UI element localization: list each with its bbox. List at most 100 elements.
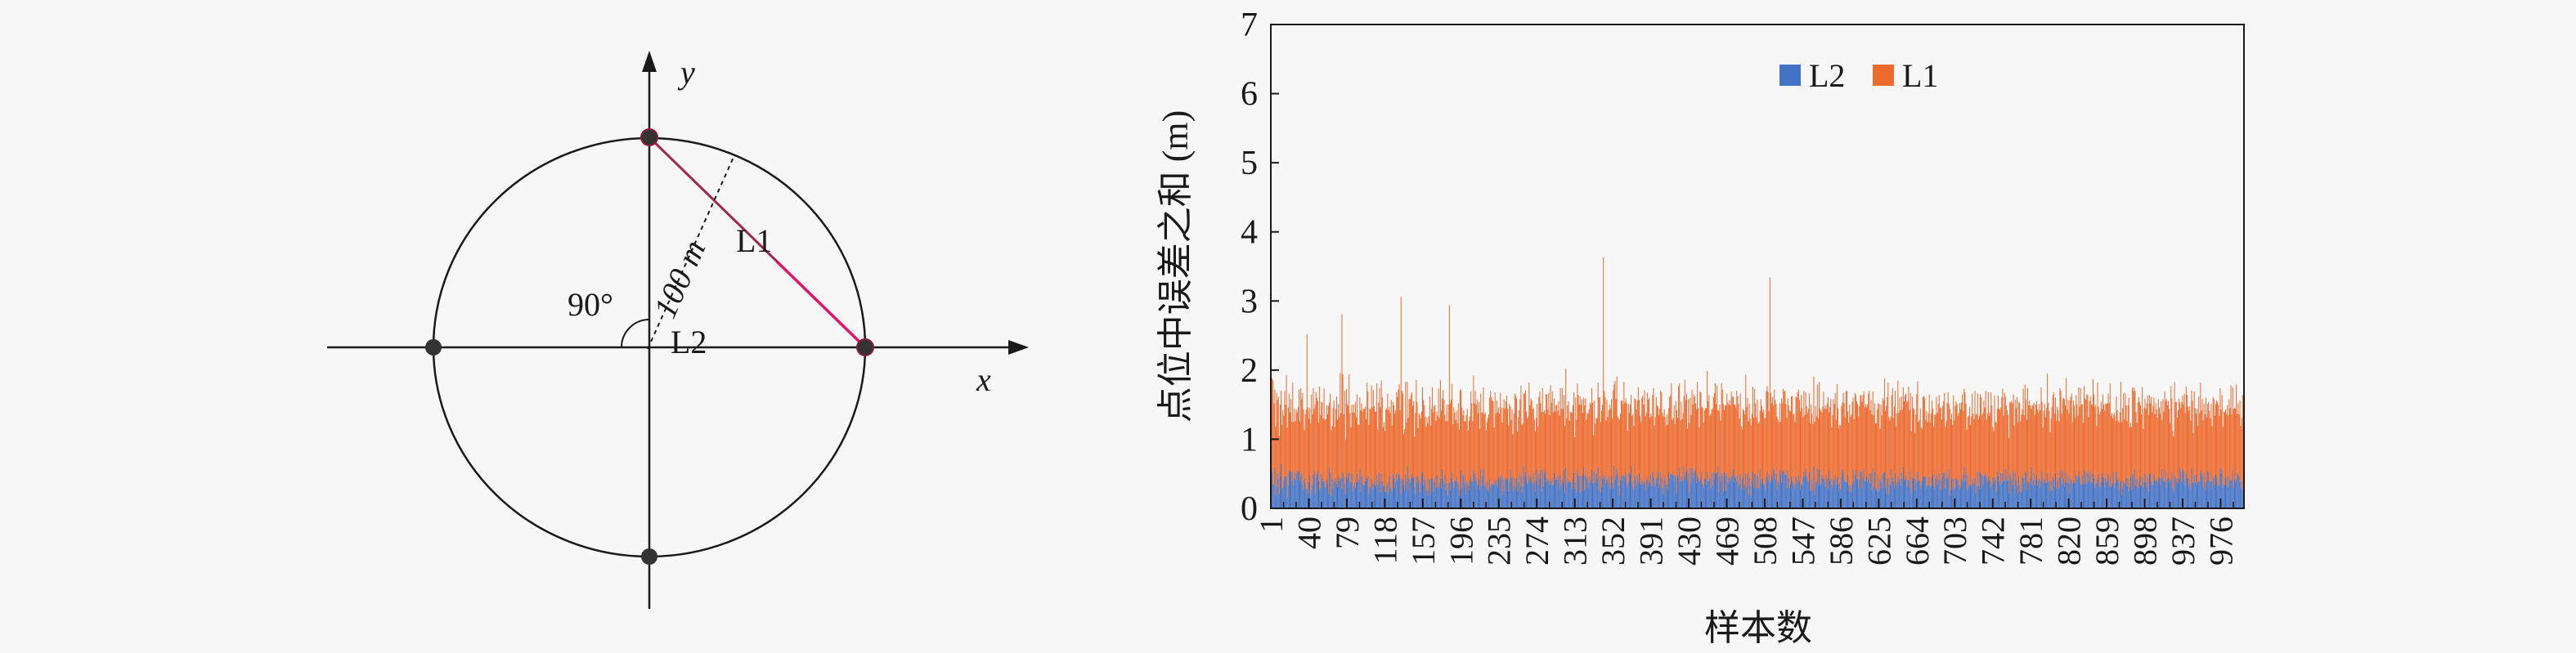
bar-l1 (2098, 414, 2100, 486)
bar-l1 (1754, 388, 1756, 475)
bar-l1 (2177, 409, 2179, 484)
bar-l2 (1738, 486, 1739, 508)
bar-l1 (1508, 425, 1510, 491)
bar-l2 (1567, 479, 1568, 508)
bar-l2 (1315, 476, 1317, 508)
bar-l2 (1789, 484, 1791, 508)
bar-l1 (1952, 424, 1954, 489)
bar-l2 (1528, 474, 1530, 508)
bar-l1 (1826, 403, 1828, 479)
bar-l2 (1569, 481, 1571, 508)
bar-l1 (1738, 404, 1739, 487)
bar-l1 (1308, 418, 1309, 482)
bar-l2 (2186, 477, 2188, 508)
bar-l1 (1519, 399, 1521, 487)
bar-l2 (1398, 474, 1400, 508)
bar-l2 (1347, 478, 1349, 508)
bar-l1 (1306, 333, 1308, 489)
bar-l1 (1293, 422, 1295, 485)
bar-l2 (2022, 477, 2024, 508)
bar-l1 (1372, 390, 1374, 490)
bar-l2 (1784, 475, 1786, 508)
bar-l1 (1351, 405, 1353, 474)
bar-l1 (1287, 407, 1289, 486)
bar-l2 (1373, 481, 1375, 508)
bar-l1 (1822, 406, 1824, 479)
bar-l1 (1624, 402, 1626, 477)
bar-l1 (1848, 423, 1850, 485)
bar-l2 (1551, 478, 1552, 508)
bar-l2 (1494, 481, 1496, 508)
bar-l2 (1591, 469, 1592, 508)
bar-l2 (1364, 481, 1366, 508)
bar-l2 (1407, 490, 1409, 508)
bar-l2 (1674, 475, 1676, 508)
bar-l1 (2120, 382, 2121, 481)
bar-l2 (1745, 472, 1747, 508)
bar-l1 (1919, 408, 1921, 489)
bar-l2 (1820, 483, 1822, 508)
bar-l1 (2048, 402, 2049, 483)
bar-l1 (2227, 405, 2228, 476)
bar-l2 (2116, 480, 2118, 508)
bar-l1 (1801, 395, 1802, 485)
bar-l1 (2117, 420, 2119, 479)
bar-l1 (1663, 409, 1665, 481)
bar-l2 (1701, 483, 1703, 508)
bar-l2 (1310, 497, 1312, 508)
bar-l2 (1879, 479, 1881, 508)
bar-l1 (1517, 432, 1519, 492)
bar-l2 (2144, 473, 2146, 508)
bar-l1 (2082, 423, 2084, 485)
bar-l2 (1274, 467, 1276, 508)
bar-l1 (1456, 410, 1457, 477)
bar-l1 (2042, 427, 2044, 484)
bar-l1 (1571, 413, 1573, 490)
bar-l1 (1403, 434, 1405, 486)
bar-l2 (2107, 473, 2109, 508)
bar-l1 (1615, 399, 1617, 477)
bar-l1 (2184, 413, 2186, 486)
bar-l2 (1748, 494, 1749, 508)
bar-l1 (1435, 420, 1437, 488)
bar-l2 (2059, 476, 2061, 508)
bar-l2 (1295, 473, 1297, 508)
bar-l2 (1706, 485, 1708, 508)
bar-l1 (1606, 400, 1608, 480)
bar-l2 (1990, 481, 1992, 508)
bar-l2 (2156, 480, 2157, 508)
bar-l1 (1667, 424, 1668, 491)
bar-l2 (1447, 482, 1449, 508)
bar-l2 (1300, 476, 1302, 508)
bar-l2 (1801, 484, 1802, 508)
bar-l2 (2026, 490, 2027, 508)
bar-l1 (1957, 415, 1959, 480)
bar-l1 (2055, 397, 2057, 473)
bar-l2 (2183, 471, 2184, 508)
bar-l2 (1320, 488, 1322, 508)
bar-l1 (1477, 413, 1479, 485)
bar-l2 (2141, 485, 2143, 508)
bar-l1 (2103, 405, 2105, 477)
bar-l1 (2021, 414, 2022, 492)
legend-swatch-l1 (1873, 65, 1894, 86)
bar-l2 (1723, 472, 1725, 508)
bar-l2 (1342, 472, 1344, 508)
bar-l1 (1740, 426, 1742, 490)
bar-l2 (1618, 494, 1620, 508)
bar-l2 (2100, 481, 2102, 508)
bar-l2 (1441, 488, 1443, 508)
bar-l2 (2222, 487, 2224, 508)
bar-l1 (1570, 412, 1572, 483)
bar-l2 (1987, 476, 1989, 508)
bar-l2 (1453, 487, 1455, 508)
bar-l1 (2135, 412, 2137, 480)
bar-l1 (1968, 415, 1969, 488)
bar-l1 (2013, 394, 2014, 471)
bar-l2 (1618, 485, 1619, 508)
bar-l2 (1371, 483, 1373, 508)
bar-l2 (1964, 481, 1966, 508)
bar-l1 (1560, 387, 1561, 475)
bar-l1 (1407, 418, 1409, 490)
bar-l2 (1394, 487, 1396, 508)
